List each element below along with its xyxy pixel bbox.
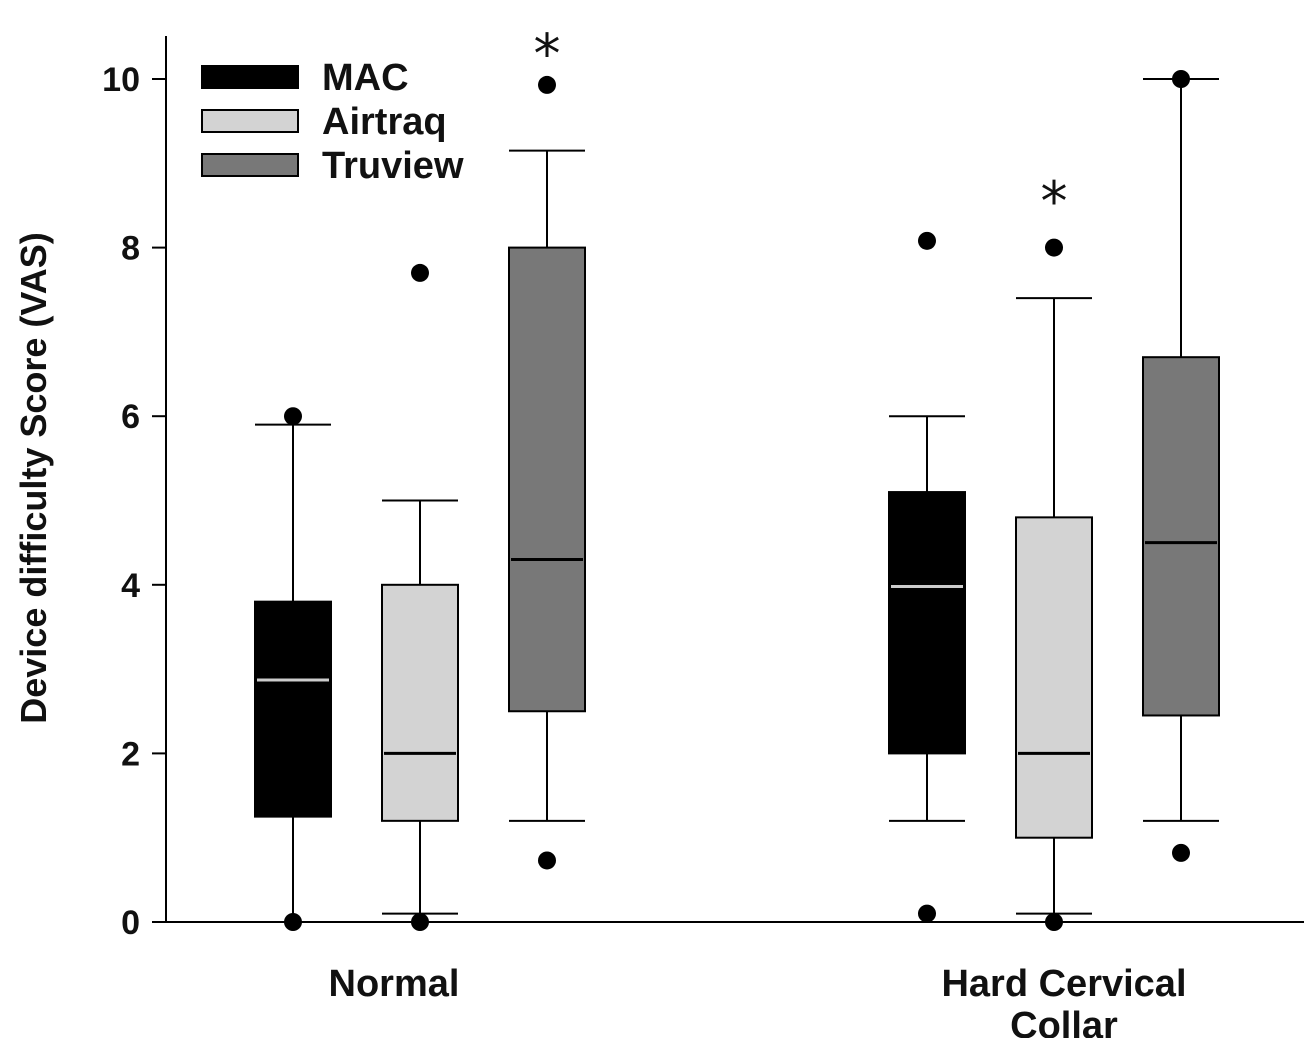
outlier-point (1172, 843, 1190, 862)
y-axis-label: Device difficulty Score (VAS) (13, 232, 54, 723)
y-tick-label: 10 (102, 61, 140, 99)
box-rect (1142, 356, 1220, 717)
x-category-label: Collar (1010, 1005, 1118, 1038)
y-tick-label: 2 (121, 735, 140, 773)
x-category-label: Hard Cervical (941, 963, 1186, 1005)
legend-swatch-mac (201, 65, 299, 89)
legend-swatch-airtraq (201, 109, 299, 133)
outlier-point (918, 231, 936, 250)
box-rect (381, 583, 459, 822)
box-rect (508, 246, 586, 713)
y-tick-label: 8 (121, 230, 140, 268)
legend-swatch-truview (201, 153, 299, 177)
y-tick-label: 0 (121, 904, 140, 942)
outlier-point (411, 263, 429, 282)
legend-label-airtraq: Airtraq (322, 101, 447, 143)
outlier-point (1045, 238, 1063, 257)
legend-label-truview: Truview (322, 145, 464, 187)
box-truview-1 (1142, 70, 1220, 862)
box-rect (888, 491, 966, 755)
significance-star: * (1041, 170, 1068, 233)
box-truview-0 (508, 75, 586, 870)
outlier-point (1172, 70, 1190, 88)
box-rect (254, 600, 332, 818)
x-category-label: Normal (329, 963, 460, 1005)
outlier-point (284, 407, 302, 426)
box-airtraq-0 (381, 263, 459, 931)
outlier-point (918, 904, 936, 923)
y-tick-label: 4 (121, 567, 140, 605)
box-airtraq-1 (1015, 238, 1093, 931)
outlier-point (538, 75, 556, 94)
outlier-point (538, 851, 556, 870)
box-mac-0 (254, 407, 332, 931)
significance-star: * (534, 23, 561, 86)
box-mac-1 (888, 231, 966, 923)
y-tick-label: 6 (121, 398, 140, 436)
box-rect (1015, 516, 1093, 839)
plot-area: ** (254, 23, 1220, 931)
legend-label-mac: MAC (322, 57, 409, 99)
